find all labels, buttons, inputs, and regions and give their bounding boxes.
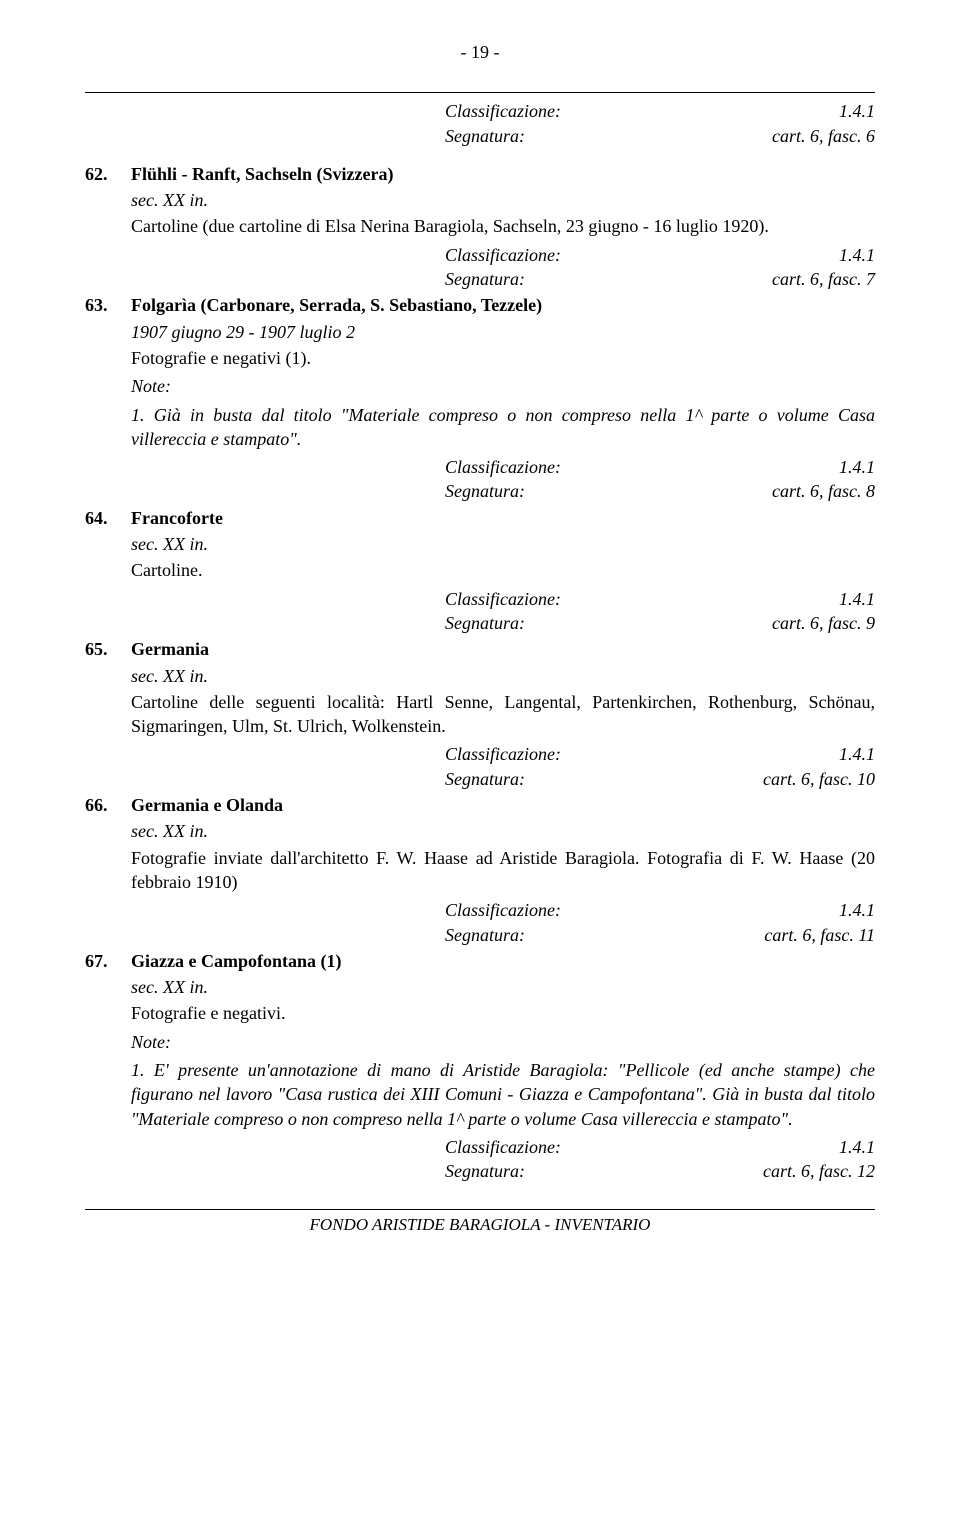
- meta-row-seg: Segnatura: cart. 6, fasc. 6: [85, 124, 875, 148]
- class-label: Classificazione:: [445, 243, 561, 267]
- entry-number: 66.: [85, 793, 131, 947]
- entry-desc: Fotografie inviate dall'architetto F. W.…: [131, 846, 875, 895]
- footer-text: FONDO ARISTIDE BARAGIOLA - INVENTARIO: [85, 1209, 875, 1237]
- entry-title: Folgarìa (Carbonare, Serrada, S. Sebasti…: [131, 293, 875, 317]
- entry: 64. Francoforte sec. XX in. Cartoline. C…: [85, 506, 875, 635]
- entry-title: Flühli - Ranft, Sachseln (Svizzera): [131, 162, 875, 186]
- seg-label: Segnatura:: [445, 923, 525, 947]
- entry-body: Giazza e Campofontana (1) sec. XX in. Fo…: [131, 949, 875, 1184]
- class-label: Classificazione:: [445, 587, 561, 611]
- seg-value: cart. 6, fasc. 6: [772, 124, 875, 148]
- entry: 63. Folgarìa (Carbonare, Serrada, S. Seb…: [85, 293, 875, 503]
- class-value: 1.4.1: [839, 898, 875, 922]
- entry-date: sec. XX in.: [131, 188, 875, 212]
- entry-number: 63.: [85, 293, 131, 503]
- entry-body: Francoforte sec. XX in. Cartoline. Class…: [131, 506, 875, 635]
- entry-desc: Fotografie e negativi (1).: [131, 346, 875, 370]
- entry-date: sec. XX in.: [131, 819, 875, 843]
- entry-meta: Classificazione: 1.4.1 Segnatura: cart. …: [131, 898, 875, 947]
- entry-body: Germania e Olanda sec. XX in. Fotografie…: [131, 793, 875, 947]
- meta-row-seg: Segnatura: cart. 6, fasc. 8: [131, 479, 875, 503]
- meta-row-seg: Segnatura: cart. 6, fasc. 11: [131, 923, 875, 947]
- note-label: Note:: [131, 374, 875, 398]
- class-value: 1.4.1: [839, 587, 875, 611]
- entry-desc: Cartoline delle seguenti località: Hartl…: [131, 690, 875, 739]
- entry-number: 64.: [85, 506, 131, 635]
- class-label: Classificazione:: [445, 455, 561, 479]
- meta-row-class: Classificazione: 1.4.1: [131, 742, 875, 766]
- seg-value: cart. 6, fasc. 10: [763, 767, 875, 791]
- entry: 65. Germania sec. XX in. Cartoline delle…: [85, 637, 875, 791]
- seg-label: Segnatura:: [445, 479, 525, 503]
- meta-row-class: Classificazione: 1.4.1: [131, 243, 875, 267]
- page-number: - 19 -: [85, 40, 875, 64]
- note-text: 1. E' presente un'annotazione di mano di…: [131, 1058, 875, 1131]
- entry-date: 1907 giugno 29 - 1907 luglio 2: [131, 320, 875, 344]
- meta-row-class: Classificazione: 1.4.1: [85, 99, 875, 123]
- class-label: Classificazione:: [445, 898, 561, 922]
- meta-row-seg: Segnatura: cart. 6, fasc. 7: [131, 267, 875, 291]
- entry-title: Germania e Olanda: [131, 793, 875, 817]
- seg-label: Segnatura:: [445, 267, 525, 291]
- meta-row-class: Classificazione: 1.4.1: [131, 898, 875, 922]
- entry-meta: Classificazione: 1.4.1 Segnatura: cart. …: [131, 1135, 875, 1184]
- meta-row-class: Classificazione: 1.4.1: [131, 455, 875, 479]
- top-rule: [85, 92, 875, 93]
- entry-body: Folgarìa (Carbonare, Serrada, S. Sebasti…: [131, 293, 875, 503]
- seg-value: cart. 6, fasc. 12: [763, 1159, 875, 1183]
- entry: 62. Flühli - Ranft, Sachseln (Svizzera) …: [85, 162, 875, 291]
- entry-meta: Classificazione: 1.4.1 Segnatura: cart. …: [131, 587, 875, 636]
- entry-meta: Classificazione: 1.4.1 Segnatura: cart. …: [131, 455, 875, 504]
- class-value: 1.4.1: [839, 99, 875, 123]
- meta-row-seg: Segnatura: cart. 6, fasc. 10: [131, 767, 875, 791]
- class-value: 1.4.1: [839, 1135, 875, 1159]
- entry-date: sec. XX in.: [131, 664, 875, 688]
- entry-date: sec. XX in.: [131, 975, 875, 999]
- note-text: 1. Già in busta dal titolo "Materiale co…: [131, 403, 875, 452]
- entry-title: Germania: [131, 637, 875, 661]
- seg-label: Segnatura:: [445, 1159, 525, 1183]
- meta-row-seg: Segnatura: cart. 6, fasc. 12: [131, 1159, 875, 1183]
- entry: 66. Germania e Olanda sec. XX in. Fotogr…: [85, 793, 875, 947]
- entry-number: 65.: [85, 637, 131, 791]
- seg-label: Segnatura:: [445, 611, 525, 635]
- seg-value: cart. 6, fasc. 11: [764, 923, 875, 947]
- entry-meta: Classificazione: 1.4.1 Segnatura: cart. …: [131, 243, 875, 292]
- entry: 67. Giazza e Campofontana (1) sec. XX in…: [85, 949, 875, 1184]
- entry-body: Germania sec. XX in. Cartoline delle seg…: [131, 637, 875, 791]
- seg-value: cart. 6, fasc. 8: [772, 479, 875, 503]
- meta-row-seg: Segnatura: cart. 6, fasc. 9: [131, 611, 875, 635]
- seg-label: Segnatura:: [445, 124, 525, 148]
- entry-title: Francoforte: [131, 506, 875, 530]
- meta-row-class: Classificazione: 1.4.1: [131, 587, 875, 611]
- class-value: 1.4.1: [839, 243, 875, 267]
- class-label: Classificazione:: [445, 1135, 561, 1159]
- entry-body: Flühli - Ranft, Sachseln (Svizzera) sec.…: [131, 162, 875, 291]
- top-meta-block: Classificazione: 1.4.1 Segnatura: cart. …: [85, 99, 875, 148]
- seg-label: Segnatura:: [445, 767, 525, 791]
- entry-desc: Fotografie e negativi.: [131, 1001, 875, 1025]
- seg-value: cart. 6, fasc. 9: [772, 611, 875, 635]
- entry-meta: Classificazione: 1.4.1 Segnatura: cart. …: [131, 742, 875, 791]
- meta-row-class: Classificazione: 1.4.1: [131, 1135, 875, 1159]
- entry-number: 62.: [85, 162, 131, 291]
- entry-desc: Cartoline.: [131, 558, 875, 582]
- entry-desc: Cartoline (due cartoline di Elsa Nerina …: [131, 214, 875, 238]
- entry-number: 67.: [85, 949, 131, 1184]
- class-label: Classificazione:: [445, 742, 561, 766]
- class-value: 1.4.1: [839, 742, 875, 766]
- note-label: Note:: [131, 1030, 875, 1054]
- class-label: Classificazione:: [445, 99, 561, 123]
- seg-value: cart. 6, fasc. 7: [772, 267, 875, 291]
- entry-date: sec. XX in.: [131, 532, 875, 556]
- class-value: 1.4.1: [839, 455, 875, 479]
- entry-title: Giazza e Campofontana (1): [131, 949, 875, 973]
